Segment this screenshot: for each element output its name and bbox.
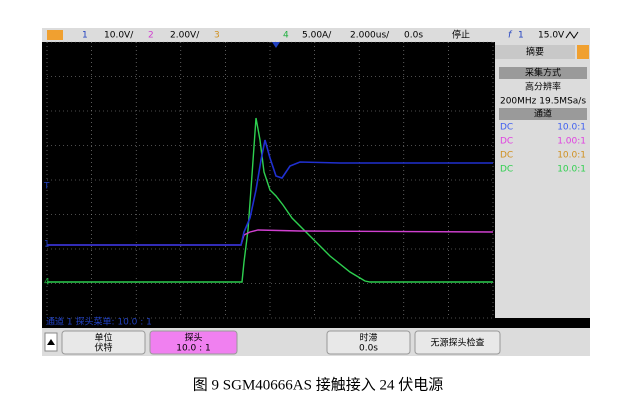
figure-caption: 图 9 SGM40666AS 接触接入 24 伏电源 (193, 376, 443, 393)
softkey-label: 时滞 (359, 332, 377, 344)
current-trace (47, 117, 493, 283)
trigger-level: 15.0V (538, 31, 565, 41)
delay: 0.0s (404, 31, 423, 41)
annotation: 输入电压 (133, 228, 181, 243)
time-scale: 2.000us/ (350, 31, 390, 41)
side-tab-label: 摘要 (526, 46, 544, 58)
annotation: 输入电流 (133, 264, 181, 279)
side-tab[interactable] (495, 45, 575, 59)
softkey-label: 无源探头检查 (430, 337, 484, 349)
trigger-marker (272, 42, 280, 48)
run-status: 停止 (452, 29, 470, 41)
channel-coupling: DC (500, 137, 513, 147)
menu-title: 通道 1 探头菜单: 10.0 : 1 (46, 316, 152, 328)
ch4-ground-marker: 4 (44, 278, 50, 288)
softkey[interactable] (326, 330, 411, 355)
softkey-value: 0.0s (359, 344, 378, 354)
channel-coupling: DC (500, 123, 513, 133)
ch2-number: 2 (148, 31, 154, 41)
ch4-number: 4 (283, 31, 289, 41)
side-menu-icon[interactable] (577, 45, 589, 59)
ch1-ground-marker: 1 (44, 240, 50, 250)
menu-icon (47, 30, 63, 40)
channel-probe: 1.00:1 (557, 137, 586, 147)
ch1-scale: 10.0V/ (104, 31, 134, 41)
back-arrow (47, 339, 55, 345)
softkey[interactable] (149, 330, 238, 355)
ch2-scale: 2.00V/ (170, 31, 200, 41)
chan-header: 通道 (534, 108, 552, 120)
side-panel (495, 42, 590, 318)
ch3-number: 3 (214, 31, 220, 41)
channel-probe: 10.0:1 (557, 151, 586, 161)
top-bar (42, 28, 590, 42)
softkey[interactable] (61, 330, 146, 355)
annotation: 输入过冲后恢复到24V (334, 144, 451, 159)
channel-coupling: DC (500, 165, 513, 175)
acq-mode: 高分辨率 (525, 81, 561, 93)
ch1-number: 1 (82, 31, 88, 41)
acq-header: 采集方式 (525, 67, 561, 79)
trigger-level-marker: T (43, 182, 50, 192)
softkey-value: 10.0 : 1 (176, 344, 211, 354)
chan-header-bg (499, 108, 587, 120)
ch4-scale: 5.00A/ (302, 31, 332, 41)
softkey-label: 探头 (184, 332, 202, 344)
trigger-source: 1 (518, 31, 524, 41)
channel-coupling: DC (500, 151, 513, 161)
acq-rate: 200MHz 19.5MSa/s (500, 97, 586, 107)
annotation: 瞬时电流约20A (266, 99, 347, 114)
channel-probe: 10.0:1 (557, 165, 586, 175)
softkey-value: 伏特 (94, 342, 112, 354)
channel-probe: 10.0:1 (557, 123, 586, 133)
trigger-slope-icon (565, 31, 579, 39)
softkey-label: 单位 (94, 332, 112, 344)
acq-header-bg (499, 67, 587, 79)
voltage-trace (47, 139, 493, 246)
annotation: 输出瞬时充电到保护电压 (326, 212, 458, 227)
softkey[interactable] (414, 330, 501, 355)
channel-list: DC 10.0:1 DC 1.00:1 DC 10.0:1 DC 10.0:1 (500, 123, 586, 175)
trigger-icon: f (508, 31, 513, 41)
